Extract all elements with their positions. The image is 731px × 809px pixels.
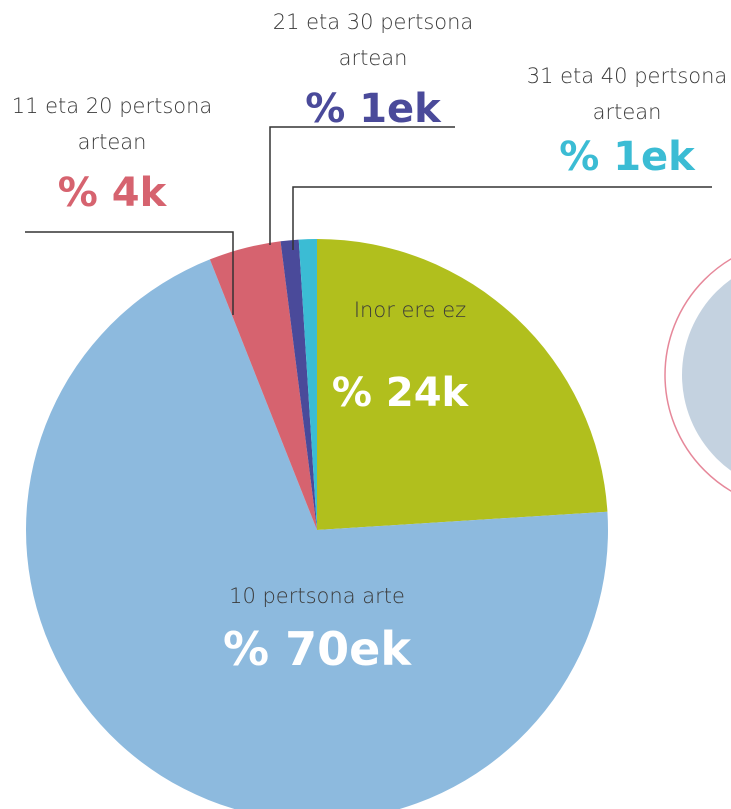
slice-label: 10 pertsona arte — [229, 584, 405, 608]
value-label: % 1ek — [559, 134, 695, 180]
value-label: % 1ek — [305, 86, 441, 132]
value-label: % 70ek — [223, 622, 411, 676]
pie-slice — [26, 259, 608, 809]
pie-slice — [280, 239, 317, 530]
slice-label: 11 eta 20 pertsona artean — [11, 94, 213, 154]
value-label: % 4k — [57, 170, 167, 216]
value-label: % 24k — [331, 370, 469, 416]
slice-label: 31 eta 40 pertsona artean — [526, 64, 728, 124]
slice-label: Inor ere ez — [353, 298, 467, 322]
pie-slice — [298, 239, 317, 530]
slice-label: 21 eta 30 pertsona artean — [272, 10, 474, 70]
decoration-disc — [682, 279, 731, 471]
leader-lines — [25, 126, 712, 315]
pie-slice — [317, 239, 608, 530]
decoration-ring — [664, 258, 731, 492]
pie-slice — [209, 241, 317, 530]
